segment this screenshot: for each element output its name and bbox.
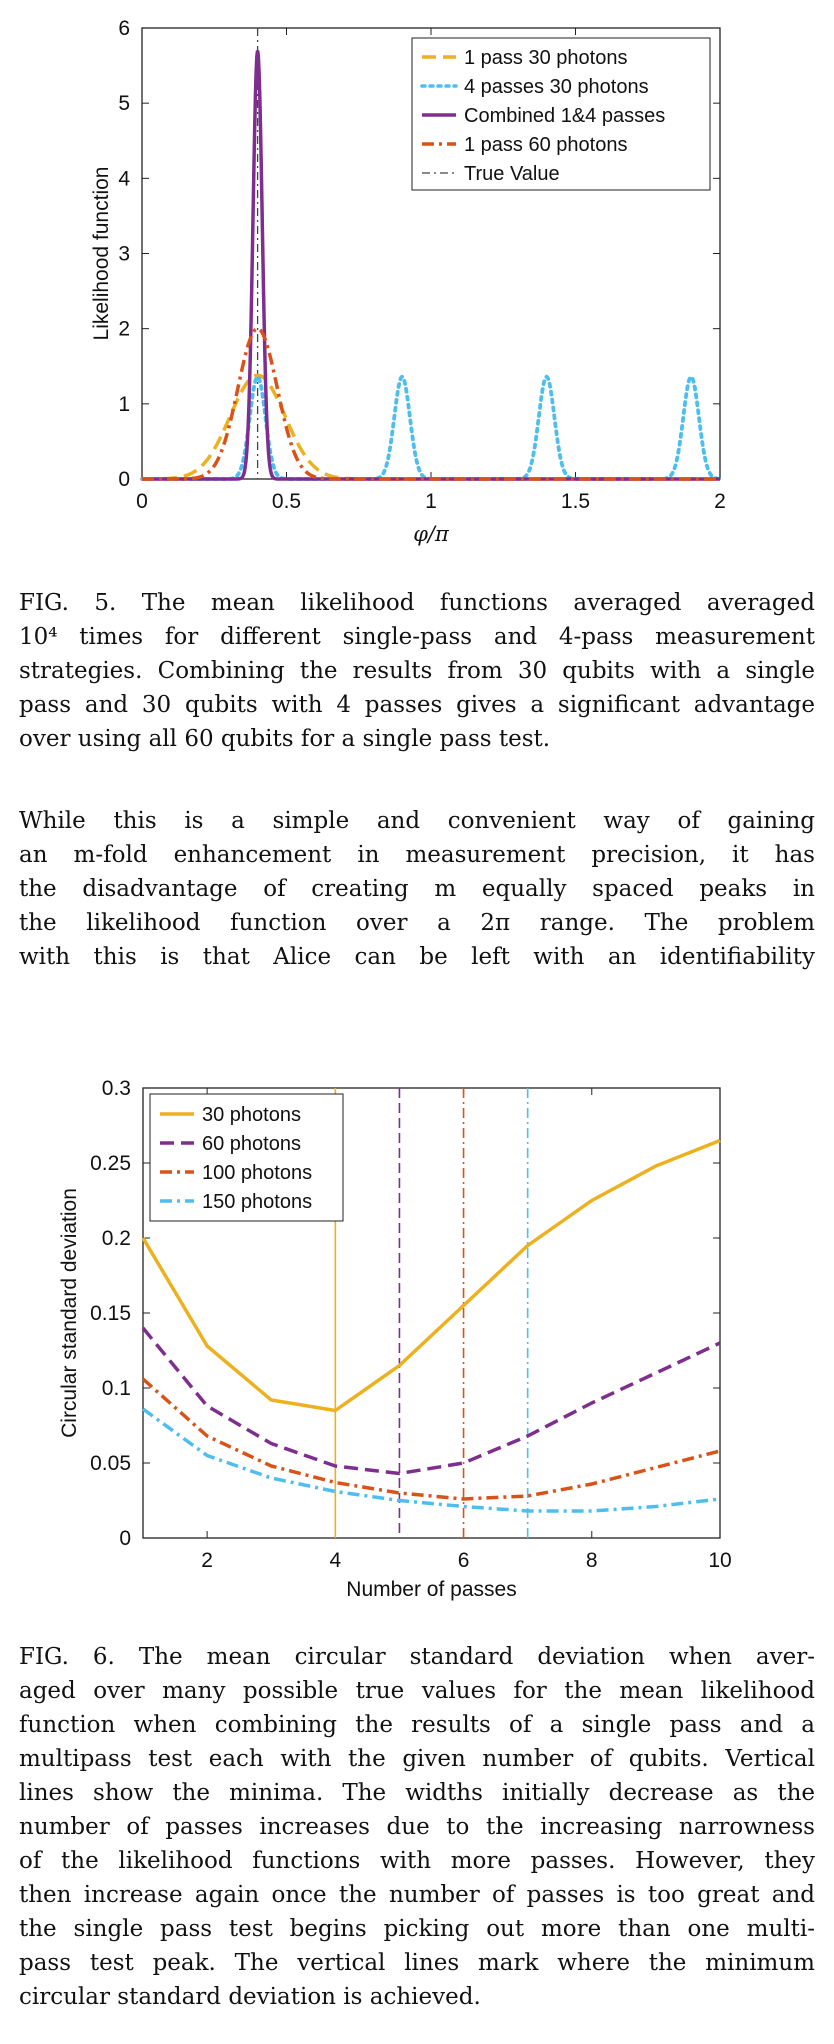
figure-5-caption: FIG. 5. The mean likelihood functions av…	[19, 586, 815, 756]
x-tick-label: 2	[714, 490, 726, 513]
likelihood-chart: 0 0.5 1 1.5 2 0 1 2 3 4 5 6 φ/π Likelihood function 1 …	[90, 17, 726, 546]
x-tick-label: 2	[201, 1549, 213, 1572]
caption-line: circular standard deviation is achieved.	[19, 1984, 481, 2010]
series-line	[141, 1377, 721, 1501]
x-tick-label: 1	[425, 490, 437, 513]
legend-label: 100 photons	[202, 1162, 312, 1184]
caption-line: FIG. 5. The mean likelihood functions av…	[19, 590, 815, 616]
x-tick-label: 0.5	[272, 490, 301, 513]
y-tick-label: 2	[118, 318, 130, 341]
x-tick-label: 4	[329, 1549, 341, 1572]
legend-label: 30 photons	[202, 1104, 301, 1126]
series-line	[141, 1407, 721, 1513]
caption-line: FIG. 6. The mean circular standard devia…	[19, 1644, 815, 1670]
series-line	[141, 1138, 721, 1413]
body-line: While this is a simple and convenient wa…	[19, 808, 815, 834]
caption-line: over using all 60 qubits for a single pa…	[19, 726, 551, 752]
caption-line: the single pass test begins picking out …	[19, 1916, 815, 1942]
y-tick-label: 4	[118, 167, 130, 190]
y-axis-label: Circular standard deviation	[58, 1188, 81, 1438]
legend-label: 60 photons	[202, 1133, 301, 1155]
legend-label: 1 pass 30 photons	[464, 47, 627, 69]
x-tick-label: 6	[458, 1549, 470, 1572]
y-axis-label: Likelihood function	[90, 167, 113, 341]
caption-line: function when combining the results of a…	[19, 1712, 815, 1738]
figure-6-caption: FIG. 6. The mean circular standard devia…	[19, 1640, 815, 2014]
body-line: with this is that Alice can be left with…	[19, 944, 815, 970]
caption-line: lines show the minima. The widths initia…	[19, 1780, 815, 1806]
x-tick-label: 0	[136, 490, 148, 513]
y-tick-label: 0.2	[102, 1227, 131, 1250]
legend-label: 4 passes 30 photons	[464, 76, 649, 98]
figure-6: 2 4 6 8 10 0 0.05 0.1 0.15 0.2 0.25 0.3 Number of pa…	[0, 1058, 834, 1606]
legend-label: Combined 1&4 passes	[464, 105, 665, 127]
body-paragraph: While this is a simple and convenient wa…	[19, 804, 815, 974]
y-tick-label: 6	[118, 17, 130, 40]
x-axis-label: φ/π	[413, 522, 450, 546]
body-line: an m-fold enhancement in measurement pre…	[19, 842, 815, 868]
body-line: the likelihood function over a 2π range.…	[19, 910, 815, 936]
figure-5: 0 0.5 1 1.5 2 0 1 2 3 4 5 6 φ/π Likelihood function 1 …	[0, 0, 834, 560]
x-tick-label: 1.5	[561, 490, 590, 513]
body-line: the disadvantage of creating m equally s…	[19, 876, 815, 902]
x-axis-label: Number of passes	[346, 1578, 516, 1601]
y-tick-label: 5	[118, 92, 130, 115]
legend-label: 1 pass 60 photons	[464, 134, 627, 156]
caption-line: multipass test each with the given numbe…	[19, 1746, 815, 1772]
circular-std-chart: 2 4 6 8 10 0 0.05 0.1 0.15 0.2 0.25 0.3 Number of pa…	[58, 1077, 732, 1601]
y-tick-label: 1	[118, 393, 130, 416]
y-tick-label: 0	[119, 1527, 131, 1550]
y-tick-label: 0.15	[90, 1302, 131, 1325]
y-tick-label: 0.25	[90, 1152, 131, 1175]
legend-label: 150 photons	[202, 1191, 312, 1213]
y-tick-label: 0.3	[102, 1077, 131, 1100]
caption-line: pass and 30 qubits with 4 passes gives a…	[19, 692, 815, 718]
caption-line: pass test peak. The vertical lines mark …	[19, 1950, 815, 1976]
caption-line: then increase again once the number of p…	[19, 1882, 815, 1908]
y-tick-label: 0	[118, 468, 130, 491]
legend-label: True Value	[464, 163, 560, 185]
caption-line: number of passes increases due to the in…	[19, 1814, 815, 1840]
caption-line: 10⁴ times for different single-pass and …	[19, 624, 815, 650]
legend-box	[411, 37, 711, 191]
y-tick-label: 0.1	[102, 1377, 131, 1400]
caption-line: of the likelihood functions with more pa…	[19, 1848, 815, 1874]
series-line	[141, 1326, 721, 1476]
x-tick-label: 8	[586, 1549, 598, 1572]
caption-line: strategies. Combining the results from 3…	[19, 658, 815, 684]
series-line	[142, 326, 720, 481]
x-tick-label: 10	[708, 1549, 731, 1572]
y-tick-label: 3	[118, 243, 130, 266]
y-tick-label: 0.05	[90, 1452, 131, 1475]
caption-line: aged over many possible true values for …	[19, 1678, 815, 1704]
